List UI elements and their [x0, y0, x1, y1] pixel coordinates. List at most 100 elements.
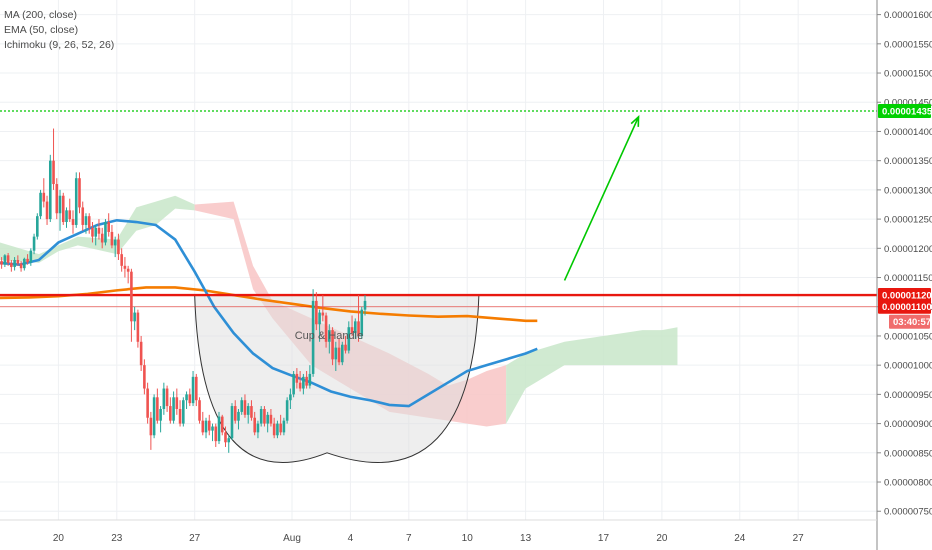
candle-body — [117, 239, 120, 255]
candle-body — [178, 408, 182, 424]
candle-body — [13, 260, 16, 268]
candle-body — [26, 258, 29, 263]
candle-body — [36, 216, 39, 237]
y-tick-label: 0.00001300 — [884, 185, 932, 196]
candle-body — [91, 227, 94, 237]
candle-body — [23, 258, 26, 269]
candle — [61, 192, 65, 225]
candle — [237, 408, 240, 430]
candle — [182, 397, 185, 427]
candle — [353, 318, 357, 339]
candle-body — [61, 195, 65, 223]
legend-ema50[interactable]: EMA (50, close) — [4, 24, 79, 36]
price-tag: 0.00001120 — [878, 288, 932, 303]
candle-body — [292, 373, 295, 395]
candle — [246, 403, 250, 424]
candle — [266, 411, 269, 433]
candle — [194, 373, 198, 407]
candle — [104, 219, 107, 246]
legend-ma200[interactable]: MA (200, close) — [4, 9, 77, 21]
candle-body — [328, 330, 331, 342]
candle-body — [55, 184, 59, 214]
y-tick-label: 0.00000750 — [884, 507, 932, 518]
candle — [285, 397, 289, 424]
candle-body — [214, 426, 218, 442]
candle — [26, 254, 29, 265]
candle — [350, 315, 354, 336]
candle — [81, 201, 85, 231]
candle — [65, 207, 68, 228]
candle-body — [107, 222, 110, 232]
candle — [165, 385, 169, 412]
candle-body — [198, 400, 201, 421]
candle-body — [311, 300, 315, 374]
candle-body — [152, 397, 156, 436]
y-tick-label: 0.00001400 — [884, 127, 932, 138]
candle — [298, 371, 302, 392]
candle — [357, 295, 360, 342]
candle — [331, 327, 334, 366]
y-tick-label: 0.00001150 — [884, 273, 932, 284]
y-tick-label: 0.00001250 — [884, 215, 932, 226]
candle — [91, 222, 94, 243]
ma200-line — [0, 286, 538, 323]
price-tag-background — [878, 299, 931, 314]
candle-body — [71, 219, 75, 225]
candle — [6, 252, 10, 266]
candle — [78, 172, 81, 214]
candle — [152, 394, 156, 439]
candle-body — [350, 327, 354, 334]
candle-body — [246, 406, 250, 415]
candle — [0, 257, 3, 269]
candles — [0, 128, 367, 453]
candle-body — [58, 195, 62, 214]
candle — [133, 306, 136, 331]
candle-body — [224, 432, 227, 443]
ichimoku-cloud-bull — [0, 195, 195, 263]
candle — [149, 411, 153, 450]
candle-body — [45, 201, 49, 220]
candle-body — [126, 268, 130, 272]
price-tag-background — [878, 288, 931, 303]
candle-body — [324, 315, 328, 342]
candle-body — [42, 192, 46, 202]
candle — [29, 248, 33, 266]
candle — [311, 289, 315, 377]
candle-body — [331, 330, 334, 360]
candle-body — [269, 414, 273, 424]
candle-body — [308, 373, 312, 386]
candle-body — [159, 408, 162, 421]
candle-body — [211, 426, 214, 431]
candle — [139, 335, 143, 372]
candle — [84, 213, 88, 234]
candle-body — [120, 254, 123, 266]
price-tag-label: 0.00001120 — [882, 291, 932, 302]
y-tick-label: 0.00001600 — [884, 10, 932, 21]
candle-body — [143, 365, 146, 389]
candle — [87, 213, 91, 234]
y-tick-label: 0.00000850 — [884, 448, 932, 459]
x-tick-label: 24 — [734, 533, 746, 544]
candle — [227, 435, 231, 453]
price-tag: 0.00001435 — [878, 104, 932, 119]
candle-body — [52, 160, 55, 185]
candle — [217, 411, 221, 445]
candle — [19, 261, 23, 272]
candle — [269, 408, 273, 427]
y-tick-label: 0.00000900 — [884, 419, 932, 430]
y-tick-label: 0.00000800 — [884, 478, 932, 489]
candle — [220, 414, 224, 436]
candle-body — [318, 312, 321, 325]
candle-body — [305, 376, 308, 386]
candle-body — [201, 420, 205, 433]
candle — [191, 371, 195, 407]
candle-body — [113, 239, 117, 246]
candle — [201, 411, 205, 436]
candle — [13, 257, 16, 271]
forecast-arrow-head — [630, 114, 640, 127]
candle-body — [194, 376, 198, 401]
x-tick-label: 10 — [462, 533, 474, 544]
legend-ichimoku[interactable]: Ichimoku (9, 26, 52, 26) — [4, 39, 115, 51]
candle — [23, 257, 26, 271]
